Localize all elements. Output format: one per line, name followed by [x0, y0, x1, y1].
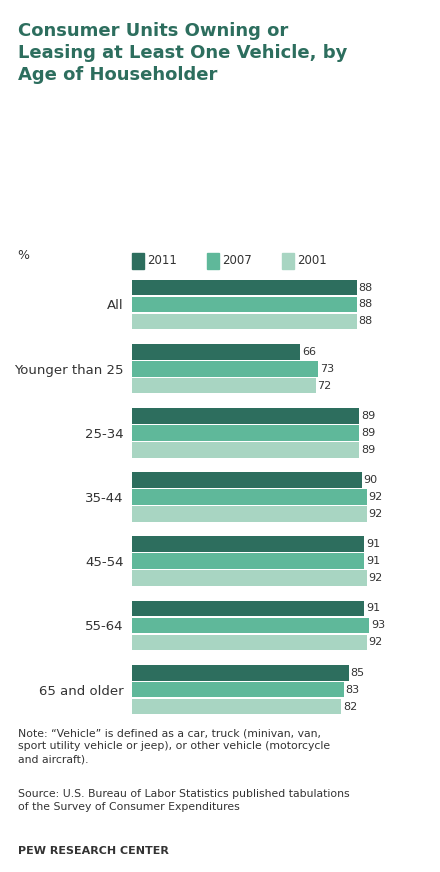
Text: 89: 89: [361, 411, 375, 421]
Bar: [132, 361, 318, 377]
Text: %: %: [18, 249, 29, 262]
Text: 85: 85: [351, 668, 365, 678]
Bar: [132, 536, 364, 552]
Bar: [132, 554, 364, 569]
Bar: [132, 378, 316, 393]
Bar: [132, 314, 356, 330]
Bar: [132, 506, 367, 521]
Text: 2007: 2007: [222, 255, 252, 267]
Text: 92: 92: [369, 637, 383, 647]
Text: 66: 66: [302, 347, 316, 357]
Text: 2011: 2011: [147, 255, 177, 267]
Text: 73: 73: [320, 364, 334, 374]
Bar: [132, 296, 356, 312]
Text: Note: “Vehicle” is defined as a car, truck (minivan, van,
sport utility vehicle : Note: “Vehicle” is defined as a car, tru…: [18, 728, 330, 765]
Bar: [132, 664, 349, 680]
Text: Source: U.S. Bureau of Labor Statistics published tabulations
of the Survey of C: Source: U.S. Bureau of Labor Statistics …: [18, 789, 349, 813]
Bar: [132, 601, 364, 617]
Text: 2001: 2001: [297, 255, 327, 267]
Text: 88: 88: [358, 299, 373, 310]
Bar: [132, 570, 367, 586]
Text: 91: 91: [366, 539, 380, 549]
Text: 88: 88: [358, 317, 373, 326]
Bar: [132, 698, 341, 714]
Text: PEW RESEARCH CENTER: PEW RESEARCH CENTER: [18, 847, 169, 856]
Bar: [132, 280, 356, 296]
Text: 93: 93: [371, 620, 385, 630]
Bar: [132, 473, 362, 488]
Text: 72: 72: [318, 380, 332, 391]
Text: 91: 91: [366, 603, 380, 614]
Bar: [132, 617, 369, 633]
Bar: [132, 682, 344, 698]
Text: 88: 88: [358, 283, 373, 292]
Text: 90: 90: [363, 475, 378, 485]
Text: 92: 92: [369, 573, 383, 583]
Text: 82: 82: [343, 702, 357, 712]
Bar: [132, 489, 367, 505]
Text: 83: 83: [345, 685, 360, 695]
Text: 92: 92: [369, 492, 383, 502]
Text: 92: 92: [369, 509, 383, 519]
Text: 89: 89: [361, 428, 375, 438]
Bar: [132, 408, 359, 424]
Bar: [132, 635, 367, 651]
Bar: [132, 425, 359, 440]
Text: Consumer Units Owning or
Leasing at Least One Vehicle, by
Age of Householder: Consumer Units Owning or Leasing at Leas…: [18, 22, 347, 85]
Bar: [132, 442, 359, 458]
Text: 91: 91: [366, 556, 380, 566]
Bar: [132, 344, 301, 359]
Text: 89: 89: [361, 445, 375, 455]
